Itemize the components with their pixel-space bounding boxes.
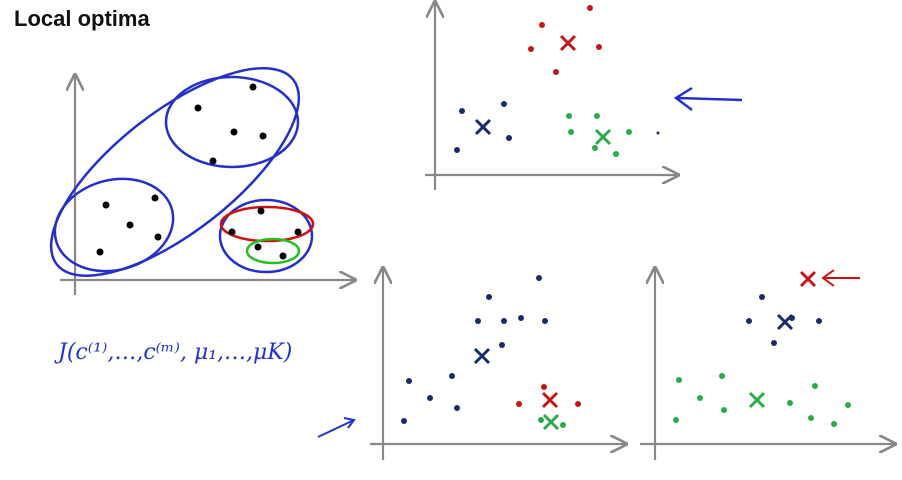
slide-title: Local optima: [14, 6, 150, 31]
bottom-right-plot: [640, 268, 895, 460]
cost-formula: J(c⁽¹⁾,…,c⁽ᵐ⁾, μ₁,…,μK): [58, 340, 293, 365]
top-right-plot: [425, 2, 743, 190]
bottom-middle-plot: [317, 268, 626, 460]
left-plot: [49, 67, 355, 295]
